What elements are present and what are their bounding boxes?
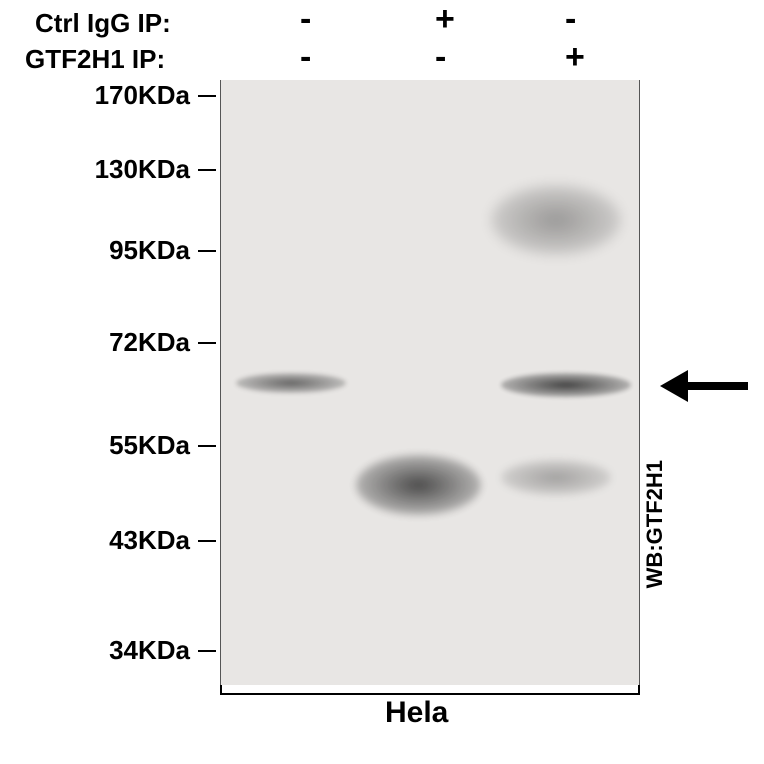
mw-55: 55KDa: [109, 430, 190, 461]
arrow-head-icon: [660, 370, 688, 402]
ctrl-igg-label: Ctrl IgG IP:: [35, 8, 171, 39]
row1-lane1-symbol: -: [300, 0, 311, 39]
row2-lane3-symbol: +: [565, 38, 585, 77]
tick-55: [198, 445, 216, 447]
mw-72: 72KDa: [109, 327, 190, 358]
tick-170: [198, 95, 216, 97]
bottom-bracket-line: [220, 693, 640, 695]
mw-130: 130KDa: [95, 154, 190, 185]
mw-43: 43KDa: [109, 525, 190, 556]
tick-43: [198, 540, 216, 542]
band-lane2-igg: [356, 455, 481, 515]
figure-container: Ctrl IgG IP: - + - GTF2H1 IP: - - + 170K…: [0, 0, 764, 764]
mw-95: 95KDa: [109, 235, 190, 266]
tick-130: [198, 169, 216, 171]
arrow-shaft: [688, 382, 748, 390]
band-lane3-upper: [491, 185, 621, 255]
band-lane3-specific: [501, 373, 631, 397]
tick-72: [198, 342, 216, 344]
mw-170: 170KDa: [95, 80, 190, 111]
bracket-right-tick: [638, 685, 640, 695]
row1-lane3-symbol: -: [565, 0, 576, 39]
blot-membrane: [220, 80, 640, 685]
tick-95: [198, 250, 216, 252]
cell-line-label: Hela: [385, 696, 448, 730]
band-lane3-igg: [501, 460, 611, 495]
gtf2h1-ip-label: GTF2H1 IP:: [25, 44, 165, 75]
mw-34: 34KDa: [109, 635, 190, 666]
band-lane1-specific: [236, 373, 346, 393]
wb-antibody-label: WB:GTF2H1: [642, 460, 668, 588]
row2-lane2-symbol: -: [435, 38, 446, 77]
tick-34: [198, 650, 216, 652]
row1-lane2-symbol: +: [435, 0, 455, 39]
row2-lane1-symbol: -: [300, 38, 311, 77]
